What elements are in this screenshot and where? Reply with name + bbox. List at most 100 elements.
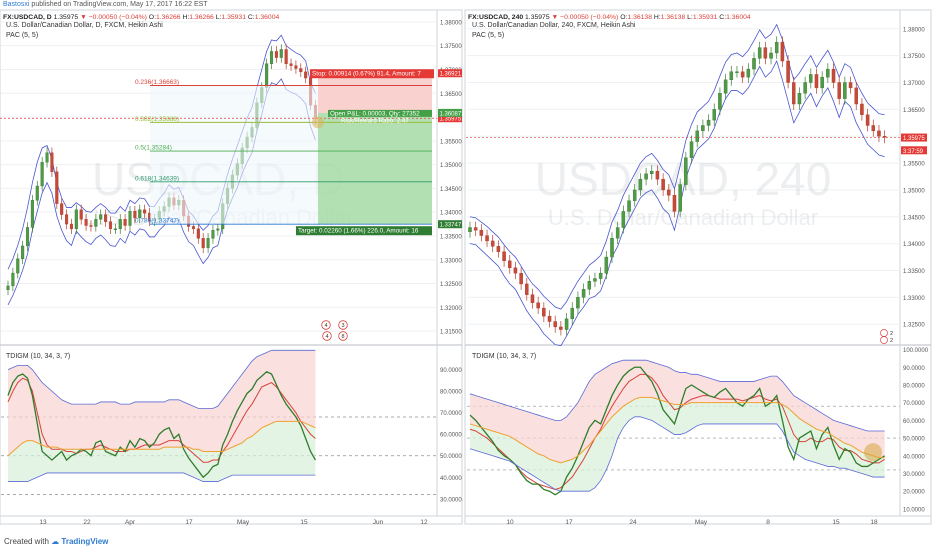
ohlc-part: C: (248, 14, 255, 21)
candle (108, 221, 113, 230)
candle (30, 200, 34, 228)
candle (740, 71, 745, 78)
candle (294, 65, 298, 69)
publish-info: published on TradingView.com, May 17, 20… (31, 1, 208, 8)
candle (837, 82, 841, 99)
candle (587, 281, 592, 290)
chart-title: U.S. Dollar/Canadian Dollar, D, FXCM, He… (6, 22, 163, 29)
candle (89, 225, 93, 227)
candle (502, 251, 506, 262)
time-tick-label: 8 (766, 519, 770, 526)
price-tick-label: 1.34000 (440, 211, 462, 217)
candle (542, 307, 546, 317)
event-count: 4 (324, 323, 327, 329)
candle (860, 103, 864, 115)
candle (769, 52, 773, 59)
candle (564, 318, 569, 330)
price-tick-label: 1.32500 (903, 323, 925, 329)
candle (40, 162, 44, 187)
candle (79, 209, 83, 220)
rsi-price-line (7, 371, 317, 479)
candle (201, 238, 205, 249)
candle (55, 171, 59, 204)
candle (473, 227, 478, 231)
candle (723, 79, 728, 94)
candle (831, 68, 836, 83)
indicator-panel-right-indicator: 10.0000 20.0000 30.0000 40.0000 50.0000 60.00… (467, 348, 929, 513)
candle (729, 71, 734, 81)
price-tick-label: 1.32500 (440, 282, 462, 288)
candle (684, 157, 688, 185)
candle (191, 226, 195, 230)
price-tick-label: 1.34000 (903, 242, 925, 248)
candle (826, 68, 830, 78)
candle (284, 49, 288, 64)
candle (701, 125, 705, 132)
candle (689, 141, 694, 158)
ohlc-part: 1.36004 (726, 14, 751, 21)
price-tick-label: 1.33000 (903, 296, 925, 302)
ohlc-line: FX:USDCAD, 240 1.35975 ▼ −0.00050 (−0.04… (468, 14, 751, 21)
price-tick-label: 1.33500 (903, 269, 925, 275)
candle (621, 211, 626, 228)
price-tick-label: 1.38000 (903, 27, 925, 33)
candle (60, 203, 64, 215)
candle (735, 71, 739, 73)
ohlc-header: FX:USDCAD, 240 1.35975 ▼ −0.00050 (−0.04… (468, 14, 751, 21)
ohlc-part: 1.36266 (156, 14, 182, 21)
time-tick-label: 15 (300, 519, 308, 526)
ohlc-part: L: (687, 14, 693, 21)
indicator-tick-label: 40.0000 (903, 454, 925, 460)
candle (809, 74, 813, 83)
volatility-upper-band (469, 359, 885, 432)
indicator-tick-label: 80.0000 (903, 383, 925, 389)
indicator-tick-label: 70.0000 (440, 411, 462, 417)
candle (507, 260, 512, 269)
economic-event-flag-icon (338, 320, 348, 330)
candle (604, 256, 609, 274)
ratio-label: Risk/Reward Ratio: 2.47 (341, 117, 409, 124)
target-zone (318, 112, 432, 225)
indicator-tick-label: 20.0000 (903, 490, 925, 496)
candle (854, 87, 859, 105)
candle (113, 228, 117, 231)
fib-level-label: 0.5(1.35284) (135, 145, 172, 152)
fib-zone (150, 85, 318, 225)
candle (746, 68, 751, 78)
indicator-tick-label: 90.0000 (903, 366, 925, 372)
price-tag-bg (438, 69, 462, 78)
price-panel-right: 1.380001.375001.370001.365001.360001.355… (466, 22, 927, 347)
candle (50, 152, 54, 172)
economic-event-flag-icon (321, 320, 331, 330)
candle (269, 51, 274, 64)
candle (615, 227, 620, 239)
price-tag: 1.35975 (903, 136, 925, 142)
candle (519, 272, 523, 285)
candle (649, 170, 654, 175)
time-tick-label: Apr (125, 519, 136, 526)
candle (581, 289, 586, 298)
candle (299, 68, 303, 73)
candle (265, 63, 269, 88)
author-link[interactable]: Bastosxi (3, 1, 30, 8)
event-count: 8 (341, 334, 344, 340)
candle (536, 302, 540, 309)
price-tag-bg (438, 220, 462, 229)
candle (672, 195, 677, 212)
candle (496, 246, 501, 252)
lower-band-fill (8, 421, 316, 482)
candle (593, 278, 597, 282)
time-tick-label: Jun (373, 519, 384, 526)
candle (797, 93, 802, 105)
indicator-title: TDIGM (10, 34, 3, 7) (6, 353, 70, 360)
ohlc-part: 1.36266 (189, 14, 215, 21)
candle (479, 230, 484, 236)
candle (530, 294, 535, 303)
time-tick-label: 17 (565, 519, 573, 526)
indicator-tick-label: 70.0000 (903, 401, 925, 407)
time-tick-label: 22 (83, 519, 91, 526)
candle (695, 130, 699, 142)
candle (128, 211, 132, 226)
economic-event-flag-icon (880, 336, 888, 344)
tradingview-link[interactable]: TradingView (61, 537, 109, 546)
